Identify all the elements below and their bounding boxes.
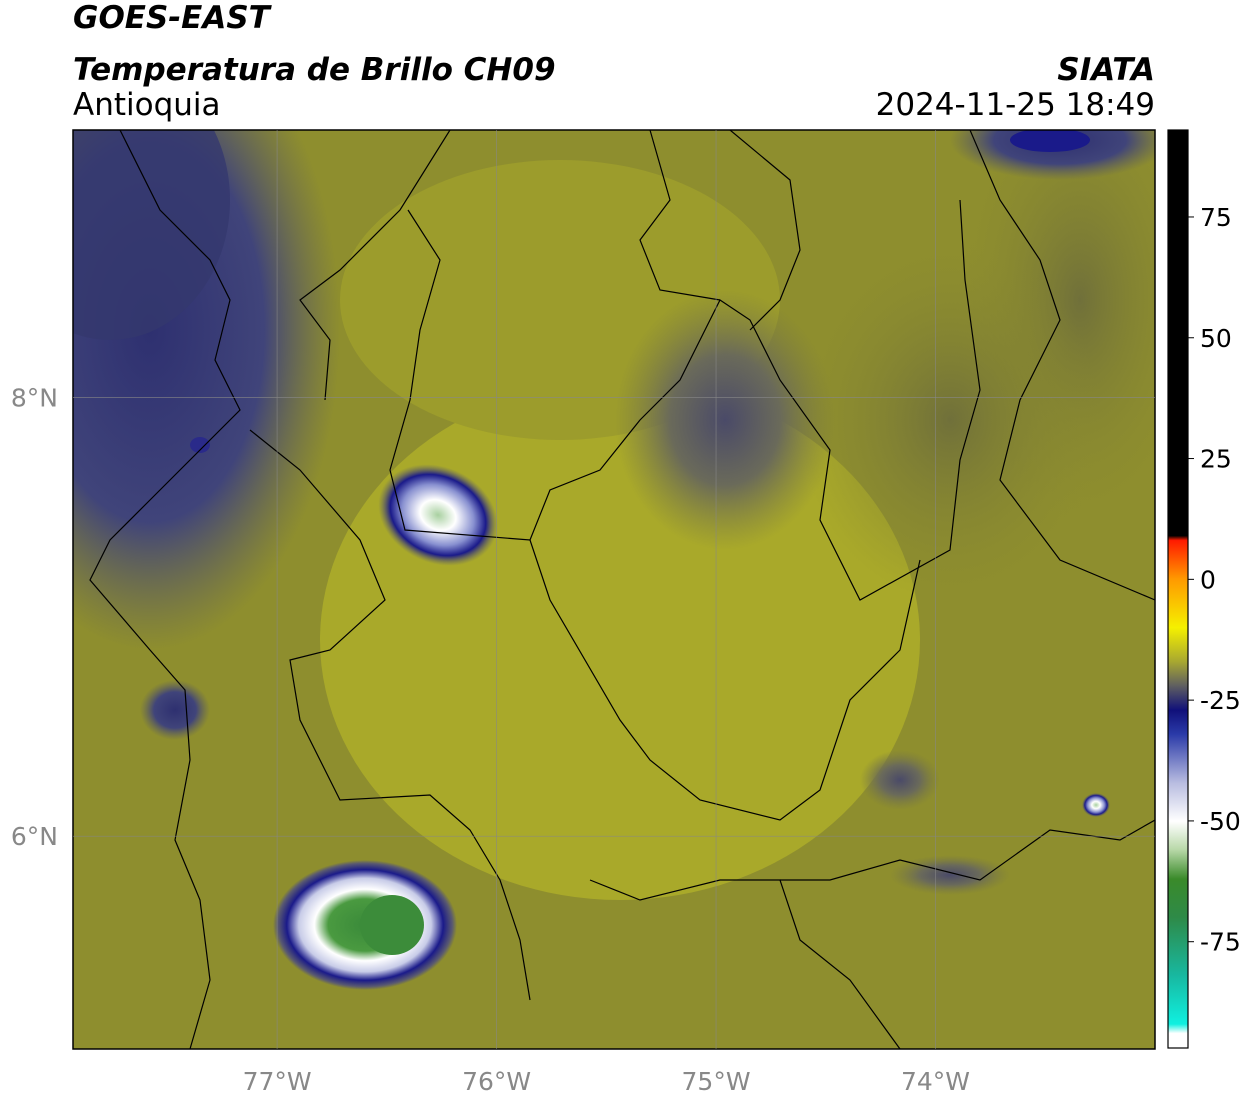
colorbar [1167,129,1189,1049]
y-tick-label: 6°N [11,822,58,851]
colorbar-tick-label: -75 [1200,928,1241,957]
colorbar-tick-label: 75 [1200,203,1232,232]
x-tick-label: 74°W [901,1067,970,1096]
region: Antioquia [73,87,221,123]
y-tick-label: 8°N [11,384,58,413]
colorbar-tick-label: -50 [1200,807,1241,836]
colorbar-tick-label: -25 [1200,686,1241,715]
colorbar-tick-label: 50 [1200,324,1232,353]
x-tick-label: 77°W [243,1067,312,1096]
colorbar-tick-label: 0 [1200,565,1216,594]
map-frame [72,129,1156,1050]
datetime: 2024-11-25 18:49 [876,87,1155,123]
x-tick-label: 75°W [682,1067,751,1096]
product-title: Temperatura de Brillo CH09 [73,52,556,88]
x-tick-label: 76°W [462,1067,531,1096]
satellite-image [73,130,1155,1049]
agency: SIATA [1057,52,1155,88]
colorbar-tick-label: 25 [1200,445,1232,474]
satellite-title: GOES-EAST [73,0,273,36]
